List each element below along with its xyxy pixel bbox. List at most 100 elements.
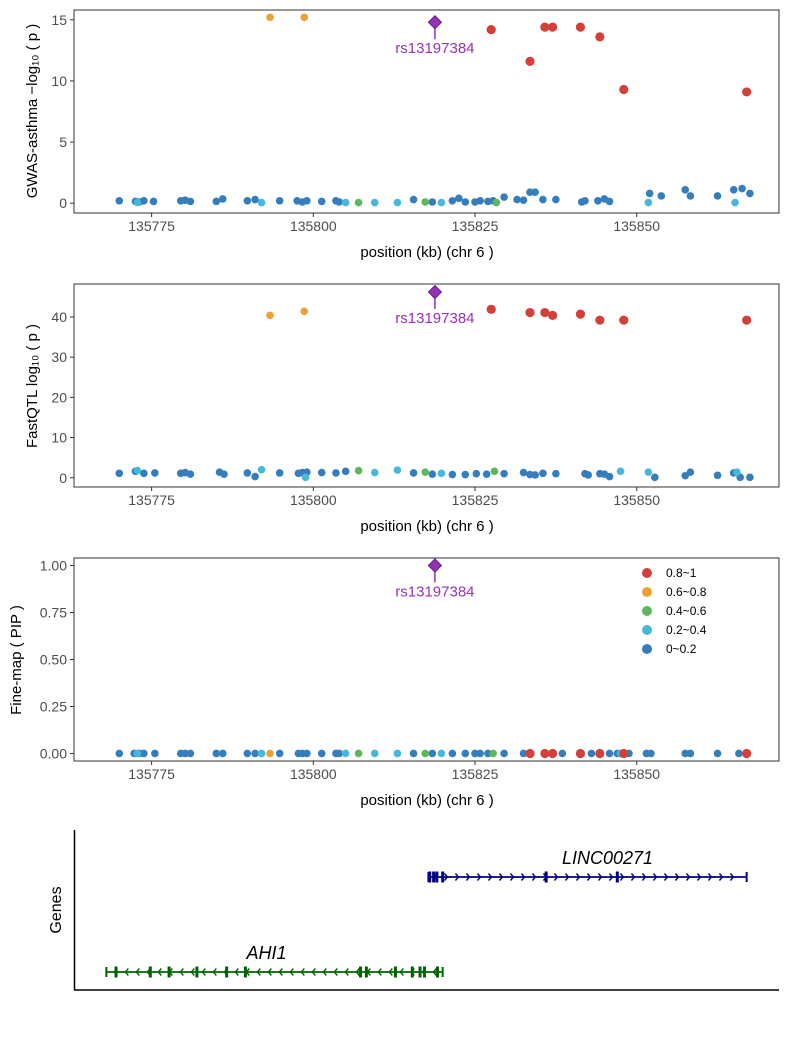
gene-label: LINC00271 bbox=[562, 848, 653, 868]
snp-point bbox=[651, 473, 659, 482]
snp-point bbox=[115, 196, 124, 205]
snp-point bbox=[151, 749, 159, 758]
snp-point bbox=[341, 198, 350, 207]
gwas-lead-diamond bbox=[427, 15, 443, 30]
snp-point bbox=[657, 192, 666, 200]
snp-point bbox=[421, 468, 430, 476]
gene-label: AHI1 bbox=[245, 943, 286, 963]
snp-point bbox=[317, 468, 326, 477]
legend-label-4: 0~0.2 bbox=[666, 642, 697, 656]
fastqtl-ticks: 135775 135800 135825 135850 0 10 20 30 40 bbox=[51, 309, 660, 508]
fastqtl-lead-label: rs13197384 bbox=[395, 310, 474, 327]
snp-point bbox=[303, 196, 311, 205]
snp-point bbox=[540, 748, 550, 759]
snp-point bbox=[713, 192, 722, 200]
finemap-lead-diamond bbox=[427, 558, 443, 573]
snp-point bbox=[476, 749, 484, 758]
snp-point bbox=[738, 184, 746, 193]
fastqtl-lead-diamond bbox=[427, 284, 443, 300]
snp-point bbox=[519, 468, 528, 477]
snp-point bbox=[461, 749, 470, 758]
gwas-y-axis-title: GWAS-asthma −log₁₀ ( p ) bbox=[24, 24, 41, 199]
snp-point bbox=[409, 749, 418, 758]
snp-point bbox=[575, 309, 586, 319]
finemap-points bbox=[115, 748, 752, 759]
strand-arrow bbox=[630, 873, 636, 881]
snp-point bbox=[448, 196, 457, 205]
snp-point bbox=[409, 195, 418, 204]
snp-point bbox=[275, 469, 284, 477]
snp-point bbox=[133, 749, 142, 758]
exon-block bbox=[195, 966, 199, 978]
snp-point bbox=[341, 467, 350, 476]
snp-point bbox=[448, 749, 457, 758]
strand-arrow bbox=[663, 873, 669, 881]
snp-point bbox=[519, 196, 528, 204]
x-tick-label: 135775 bbox=[128, 492, 175, 508]
legend-item: 0.4~0.6 bbox=[642, 604, 707, 618]
snp-point bbox=[645, 189, 654, 198]
snp-point bbox=[519, 749, 528, 758]
strand-arrow bbox=[289, 968, 294, 976]
snp-point bbox=[149, 197, 158, 206]
legend-item: 0.6~0.8 bbox=[642, 585, 707, 599]
strand-arrow bbox=[718, 873, 724, 881]
snp-point bbox=[437, 198, 446, 207]
exon-block bbox=[114, 966, 118, 978]
legend-label-3: 0.2~0.4 bbox=[666, 623, 707, 637]
legend-swatch-4 bbox=[642, 644, 652, 654]
snp-point bbox=[500, 193, 508, 201]
strand-arrow bbox=[344, 968, 349, 976]
snp-point bbox=[575, 748, 586, 759]
snp-point bbox=[354, 466, 363, 475]
snp-point bbox=[243, 749, 252, 758]
exon-block bbox=[364, 966, 368, 978]
snp-point bbox=[437, 469, 446, 478]
x-tick-label: 135850 bbox=[613, 492, 660, 508]
fastqtl-x-axis-title: position (kb) (chr 6 ) bbox=[360, 518, 493, 535]
snp-point bbox=[370, 468, 379, 477]
snp-point bbox=[243, 469, 252, 477]
strand-arrow bbox=[652, 873, 658, 881]
gwas-ticks: 135775 135800 135825 135850 0 5 10 15 bbox=[51, 12, 660, 234]
legend-swatch-0 bbox=[642, 568, 652, 578]
gene-tracks: LINC00271 AHI1 bbox=[105, 848, 748, 978]
snp-point bbox=[742, 315, 752, 325]
exon-block bbox=[418, 966, 422, 978]
finemap-panel: 135775 135800 135825 135850 0.00 0.25 0.50 0.75… bbox=[8, 557, 780, 809]
strand-arrow bbox=[399, 968, 404, 976]
snp-point bbox=[735, 749, 743, 758]
strand-arrow bbox=[333, 968, 338, 976]
strand-arrow bbox=[322, 968, 327, 976]
finemap-x-axis-title: position (kb) (chr 6 ) bbox=[360, 792, 493, 809]
exon-block bbox=[410, 966, 414, 978]
strand-arrow bbox=[531, 873, 537, 881]
snp-point bbox=[742, 748, 752, 759]
gwas-points bbox=[115, 13, 754, 207]
x-tick-label: 135825 bbox=[452, 766, 499, 782]
strand-arrow bbox=[564, 873, 570, 881]
snp-point bbox=[486, 304, 496, 314]
snp-point bbox=[115, 469, 124, 478]
strand-arrow bbox=[355, 968, 360, 976]
strand-arrow bbox=[608, 873, 614, 881]
strand-arrow bbox=[487, 873, 493, 881]
snp-point bbox=[428, 749, 437, 758]
fastqtl-points bbox=[115, 304, 754, 482]
snp-point bbox=[393, 466, 402, 474]
x-tick-label: 135800 bbox=[290, 492, 337, 508]
strand-arrow bbox=[300, 968, 305, 976]
snp-point bbox=[218, 195, 227, 203]
snp-point bbox=[539, 469, 547, 478]
snp-point bbox=[212, 197, 221, 206]
y-tick-label: 20 bbox=[51, 389, 67, 405]
snp-point bbox=[525, 748, 535, 759]
snp-point bbox=[421, 749, 430, 758]
snp-point bbox=[482, 470, 491, 478]
snp-point bbox=[455, 194, 463, 203]
fastqtl-plot-border bbox=[73, 283, 780, 488]
x-tick-label: 135800 bbox=[290, 766, 337, 782]
strand-arrow bbox=[311, 968, 316, 976]
snp-point bbox=[619, 748, 629, 759]
snp-point bbox=[552, 469, 560, 478]
